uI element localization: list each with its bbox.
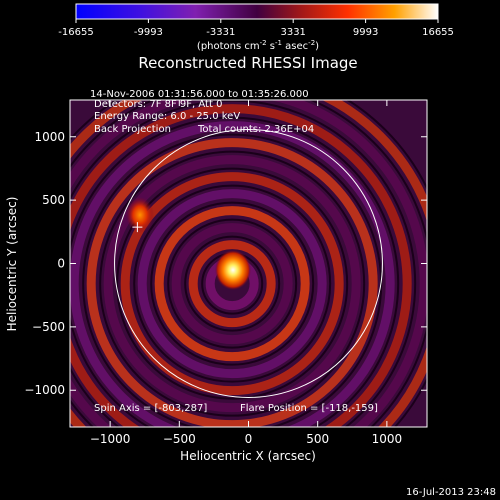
colorbar-tick-label: -3331 <box>206 27 235 38</box>
fringe-ring <box>103 155 361 413</box>
x-tick-label: −1000 <box>90 432 131 446</box>
fringe-ring-gap <box>70 116 400 427</box>
y-tick-label: −1000 <box>24 383 65 397</box>
x-axis-label: Heliocentric X (arcsec) <box>180 449 316 463</box>
colorbar-tick-label: 16655 <box>422 27 454 38</box>
fringe-ring-gap <box>70 100 417 427</box>
y-axis-label: Heliocentric Y (arcsec) <box>5 197 19 332</box>
annotation-counts: Total counts: 2.36E+04 <box>197 124 314 135</box>
fringe-ring-gap <box>167 218 298 349</box>
fringe-rings <box>70 100 427 427</box>
colorbar-ticks: -16655 -9993 -3331 3331 9993 16655 <box>58 19 454 38</box>
annotation-detectors: Detectors: 7F 8F 9F, Att 0 <box>94 99 222 110</box>
colorbar-tick-label: 9993 <box>353 27 378 38</box>
fringe-ring <box>70 104 412 427</box>
annotation-energy: Energy Range: 6.0 - 25.0 keV <box>94 111 240 122</box>
y-tick-label: −500 <box>32 320 65 334</box>
fringe-ring <box>154 206 310 362</box>
fringe-ring-gap <box>99 150 366 417</box>
annotations: 14-Nov-2006 01:31:56.000 to 01:35:26.000… <box>90 89 378 414</box>
y-axis-ticks: 1000 500 0 −500 −1000 <box>24 130 427 397</box>
fringe-ring <box>137 189 327 379</box>
fringe-ring <box>86 138 378 427</box>
colorbar-tick-label: 3331 <box>280 27 305 38</box>
fringe-ring <box>70 121 395 427</box>
fringe-ring <box>120 172 344 396</box>
x-axis-ticks: −1000 −500 0 500 1000 <box>90 100 402 446</box>
x-tick-label: −500 <box>163 432 196 446</box>
colorbar-tick-label: -16655 <box>58 27 93 38</box>
annotation-spin-axis: Spin Axis = [-803,287] <box>94 403 207 414</box>
timestamp: 16-Jul-2013 23:48 <box>406 487 496 498</box>
y-tick-label: 500 <box>42 193 65 207</box>
colorbar <box>75 3 439 20</box>
solar-limb <box>114 129 383 398</box>
x-tick-label: 0 <box>245 432 253 446</box>
annotation-flare-position: Flare Position = [-118,-159] <box>240 403 378 414</box>
fringe-ring-gap <box>116 167 349 400</box>
fringe-ring-gap <box>150 201 315 366</box>
x-tick-label: 1000 <box>372 432 403 446</box>
colorbar-tick-label: -9993 <box>134 27 163 38</box>
spin-axis-marker <box>132 222 143 233</box>
x-tick-label: 500 <box>306 432 329 446</box>
y-tick-label: 1000 <box>34 130 65 144</box>
chart-title: Reconstructed RHESSI Image <box>138 54 357 72</box>
y-tick-label: 0 <box>57 257 65 271</box>
plot-image <box>70 100 427 427</box>
annotation-method: Back Projection <box>94 124 171 135</box>
fringe-ring <box>188 240 276 328</box>
fringe-ring-gap <box>184 235 281 332</box>
annotation-time: 14-Nov-2006 01:31:56.000 to 01:35:26.000 <box>90 89 309 100</box>
flare-source <box>215 250 251 290</box>
colorbar-unit: (photons cm-2 s-1 asec-2) <box>197 39 319 52</box>
fringe-ring <box>171 223 293 345</box>
fringe-ring-gap <box>133 184 332 383</box>
fringe-ring <box>70 100 427 427</box>
secondary-source <box>126 197 154 233</box>
